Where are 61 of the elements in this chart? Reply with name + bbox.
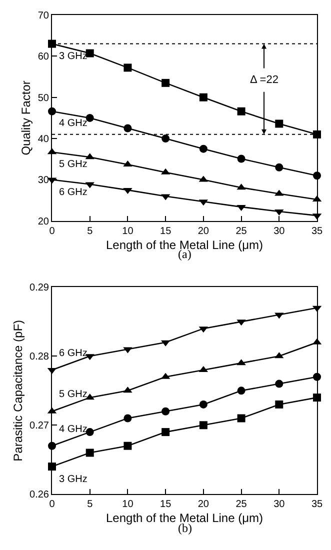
series-label: 3 GHz [59, 474, 88, 485]
x-tick-label: 25 [236, 499, 248, 510]
point [124, 124, 132, 132]
point [237, 154, 246, 163]
point [162, 407, 170, 416]
x-tick-label: 30 [274, 499, 286, 510]
series-label: 5 GHz [59, 159, 88, 170]
text: (b) [178, 521, 192, 535]
point [124, 442, 132, 450]
point [237, 107, 246, 116]
y-tick-label: 30 [38, 175, 50, 186]
y-axis-title: Parasitic Capacitance (pF) [10, 320, 25, 462]
x-tick-label: 15 [160, 226, 172, 237]
x-tick-label: 15 [160, 499, 172, 510]
x-tick-label: 20 [198, 499, 210, 510]
x-tick-label: 0 [49, 499, 56, 510]
x-tick-label: 10 [122, 226, 134, 237]
point [275, 163, 284, 172]
x-tick-label: 0 [49, 226, 56, 237]
point [124, 64, 132, 72]
x-tick-label: 5 [87, 499, 94, 510]
point [86, 428, 94, 436]
y-tick-label: 0.26 [30, 490, 50, 501]
point [162, 134, 170, 143]
series-label: 5 GHz [59, 389, 88, 400]
x-tick-label: 5 [87, 226, 94, 237]
series-label: 4 GHz [59, 118, 88, 129]
y-axis-title: Quality Factor [19, 80, 34, 156]
point [237, 386, 246, 395]
series-label: 4 GHz [59, 424, 88, 435]
y-tick-label: 50 [38, 92, 50, 104]
x-tick-label: 25 [236, 226, 248, 237]
point [199, 93, 208, 102]
point [162, 428, 170, 436]
y-tick-label: 60 [38, 52, 50, 63]
x-tick-label: 35 [311, 499, 323, 510]
point [199, 144, 208, 153]
x-tick-label: 35 [311, 226, 323, 237]
x-tick-label: 20 [198, 226, 210, 237]
y-tick-label: 40 [38, 134, 50, 146]
point [124, 414, 132, 422]
series-label: 6 GHz [59, 187, 88, 198]
point [237, 414, 246, 422]
x-tick-label: 30 [274, 226, 286, 237]
annotation: Δ =22 [250, 74, 278, 86]
point [275, 120, 284, 128]
x-tick-label: 10 [122, 499, 134, 510]
y-tick-label: 70 [38, 10, 50, 22]
point [86, 448, 94, 457]
y-tick-label: 0.28 [30, 352, 50, 363]
point [275, 380, 284, 388]
y-tick-label: 0.27 [30, 420, 50, 432]
series-label: 3 GHz [59, 51, 88, 62]
point [199, 421, 208, 430]
y-tick-label: 20 [38, 216, 50, 228]
series-label: 6 GHz [59, 348, 88, 359]
point [162, 78, 170, 87]
point [275, 400, 284, 408]
y-tick-label: 0.29 [30, 282, 50, 294]
point [86, 114, 94, 122]
point [199, 400, 208, 408]
